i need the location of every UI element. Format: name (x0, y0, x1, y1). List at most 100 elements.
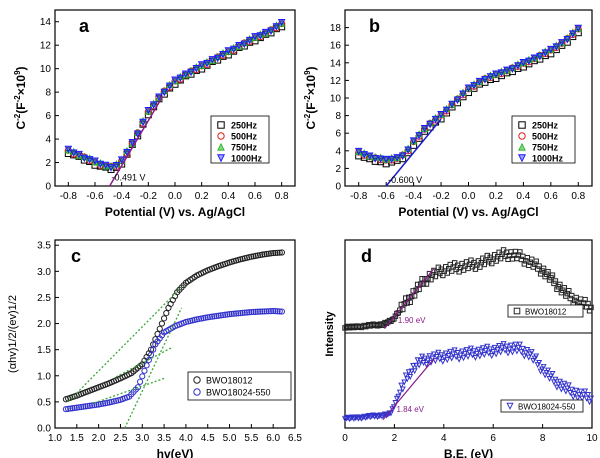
data-point (582, 388, 589, 395)
data-point (541, 49, 550, 57)
data-point (557, 281, 563, 288)
x-tick-label: -0.8 (60, 191, 78, 202)
data-point (572, 297, 578, 304)
legend-marker (217, 121, 225, 129)
x-tick-label: 2.5 (114, 433, 128, 444)
data-point (259, 251, 266, 258)
data-point (523, 258, 529, 264)
data-point (432, 273, 439, 280)
data-point (585, 300, 591, 307)
data-point (515, 344, 522, 351)
y-axis-label-part: (F (14, 102, 28, 113)
data-point (553, 384, 560, 391)
data-point (410, 362, 417, 370)
data-point (573, 294, 579, 301)
data-point (226, 311, 233, 318)
panel-c: 1.0 1.5 2.0 2.5 3.0 3.5 4.0 4.5 5.0 5.5 6.0 6.5 0.0 0… (7, 239, 302, 458)
data-point (509, 349, 516, 356)
data-point (526, 262, 532, 269)
data-point (398, 152, 407, 161)
data-point (514, 62, 522, 70)
legend: BWO18012 (507, 304, 584, 318)
data-point (91, 157, 99, 166)
data-point (395, 393, 402, 400)
y-tick-label: 6 (45, 111, 51, 122)
data-point (533, 353, 540, 360)
x-tick-label: 0 (342, 433, 348, 444)
data-point (401, 379, 408, 386)
edge-annotation: 1.84 eV (396, 405, 424, 414)
data-point (235, 310, 242, 317)
data-point (481, 351, 488, 359)
x-tick-label: 5.0 (223, 433, 237, 444)
data-point (158, 320, 166, 327)
data-point (488, 353, 495, 360)
data-point (426, 270, 433, 277)
y-axis-label: C-2(F-2×109) (303, 66, 318, 129)
fit-line (109, 97, 163, 187)
data-point (243, 309, 251, 316)
data-point (459, 90, 467, 99)
data-point (561, 380, 568, 387)
x-tick-label: 0.2 (489, 191, 503, 202)
data-point (277, 19, 286, 27)
data-point (219, 311, 227, 319)
data-point (520, 253, 526, 260)
y-tick-label: 16 (330, 41, 342, 52)
data-point (365, 413, 372, 420)
data-point (171, 76, 179, 85)
x-tick-label: -0.6 (86, 191, 104, 202)
data-point (464, 84, 473, 93)
legend-marker (518, 142, 526, 151)
data-point (235, 42, 243, 50)
data-point (270, 249, 277, 257)
data-point (522, 350, 529, 357)
legend-entry: BWO18012 (525, 308, 567, 317)
data-point (561, 285, 568, 291)
data-point (437, 110, 445, 119)
data-point (197, 61, 206, 69)
x-tick-label: 3.5 (157, 433, 171, 444)
data-point (427, 359, 434, 366)
y-tick-label: 2.0 (37, 319, 51, 330)
x-tick-label: 6.5 (288, 433, 302, 444)
x-tick-label: -0.6 (378, 191, 396, 202)
data-point (434, 269, 440, 275)
legend-marker (217, 142, 225, 151)
data-point (156, 325, 163, 332)
legend-entry: 500Hz (532, 132, 559, 142)
y-axis-label-superscript: 9 (13, 70, 22, 75)
x-tick-label: -0.2 (140, 191, 158, 202)
data-point (456, 356, 463, 363)
data-point (432, 358, 439, 365)
y-tick-label: 8 (335, 111, 341, 122)
data-point (507, 342, 514, 349)
y-tick-label: 0 (45, 182, 51, 193)
data-point (261, 28, 270, 37)
data-point (540, 364, 547, 371)
data-point (585, 392, 592, 399)
data-point (569, 292, 575, 299)
x-tick-label: 3.0 (135, 433, 149, 444)
data-point (536, 52, 544, 61)
y-tick-label: 6 (335, 129, 341, 140)
data-point (524, 347, 531, 354)
data-point (107, 164, 115, 172)
data-point (248, 308, 255, 316)
data-point (431, 115, 440, 124)
data-point (373, 412, 380, 419)
y-tick-label: 10 (40, 64, 52, 75)
data-point (475, 77, 484, 86)
plot-frame (54, 239, 296, 429)
data-point (398, 382, 405, 389)
series-BWO18012 (62, 249, 286, 403)
data-point (75, 150, 83, 159)
data-point (86, 402, 94, 409)
y-tick-label: 12 (330, 76, 342, 87)
x-axis-label: B.E. (eV) (444, 447, 493, 458)
data-point (80, 154, 89, 163)
legend-marker (193, 388, 201, 396)
data-point (274, 249, 281, 256)
